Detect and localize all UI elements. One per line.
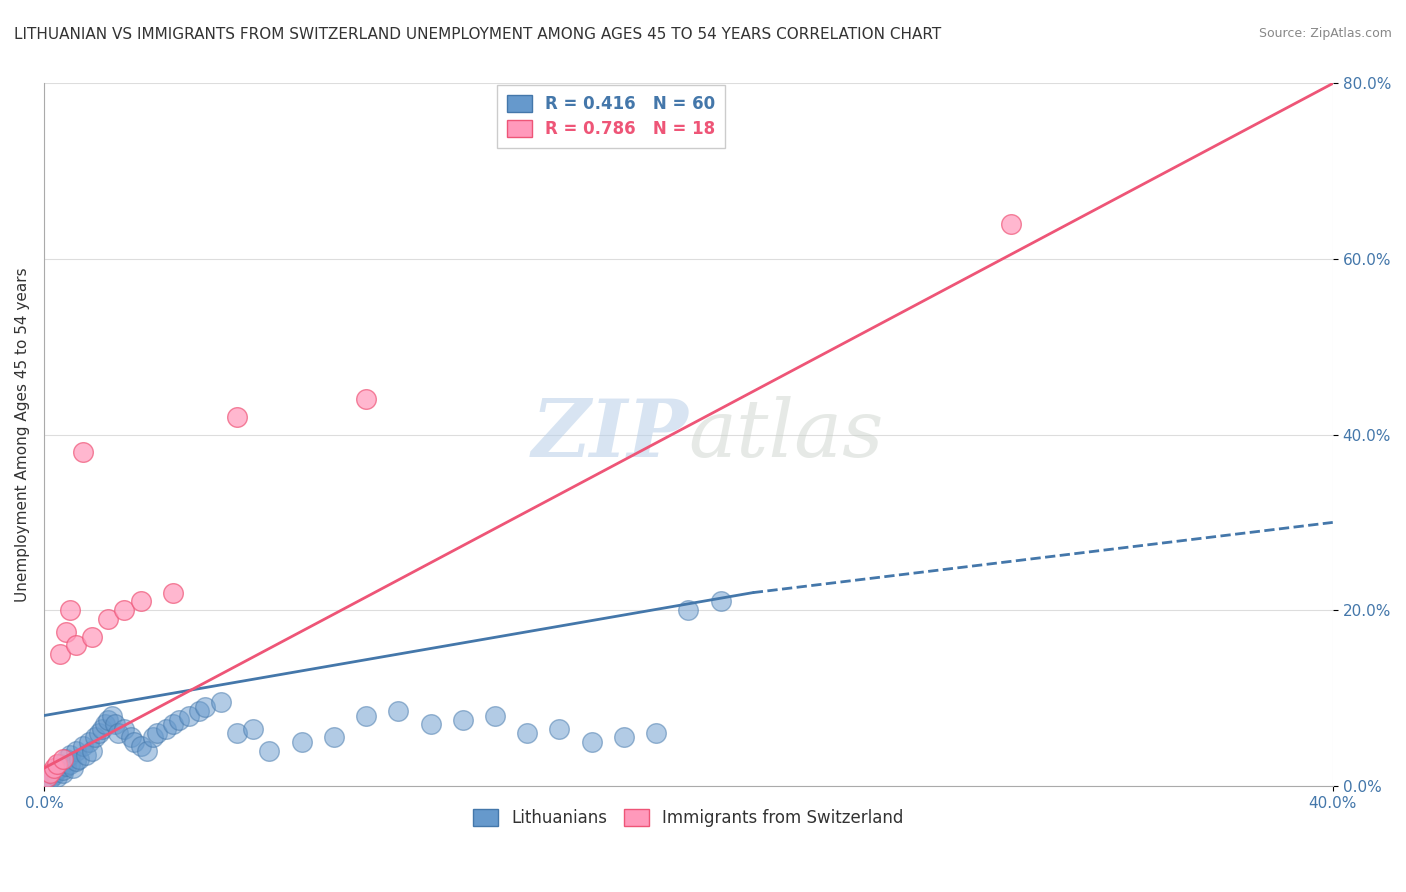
Point: [259, 744, 281, 758]
Point: [122, 735, 145, 749]
Point: [37, 770, 59, 784]
Point: [114, 603, 136, 617]
Point: [194, 699, 217, 714]
Point: [90, 722, 112, 736]
Point: [678, 603, 700, 617]
Point: [75, 747, 97, 762]
Point: [226, 410, 249, 425]
Point: [72, 739, 94, 754]
Point: [548, 722, 571, 736]
Point: [55, 752, 77, 766]
Point: [87, 726, 110, 740]
Point: [129, 594, 152, 608]
Point: [145, 726, 167, 740]
Point: [354, 708, 377, 723]
Point: [155, 722, 177, 736]
Point: [65, 638, 87, 652]
Point: [291, 735, 314, 749]
Point: [322, 731, 344, 745]
Point: [242, 722, 264, 736]
Point: [187, 704, 209, 718]
Point: [82, 744, 104, 758]
Point: [55, 759, 77, 773]
Point: [94, 717, 117, 731]
Point: [42, 761, 65, 775]
Point: [52, 765, 75, 780]
Point: [49, 647, 72, 661]
Point: [354, 392, 377, 407]
Text: ZIP: ZIP: [531, 396, 689, 474]
Point: [387, 704, 409, 718]
Point: [55, 625, 77, 640]
Legend: Lithuanians, Immigrants from Switzerland: Lithuanians, Immigrants from Switzerland: [467, 802, 910, 834]
Point: [613, 731, 636, 745]
Text: Source: ZipAtlas.com: Source: ZipAtlas.com: [1258, 27, 1392, 40]
Point: [84, 731, 107, 745]
Point: [104, 717, 127, 731]
Point: [484, 708, 506, 723]
Point: [136, 744, 159, 758]
Point: [67, 752, 90, 766]
Point: [42, 768, 65, 782]
Point: [52, 763, 75, 777]
Point: [49, 756, 72, 771]
Point: [419, 717, 441, 731]
Point: [162, 585, 184, 599]
Point: [709, 594, 731, 608]
Point: [72, 445, 94, 459]
Point: [77, 735, 100, 749]
Point: [226, 726, 249, 740]
Point: [162, 717, 184, 731]
Point: [129, 739, 152, 754]
Point: [581, 735, 603, 749]
Point: [1000, 217, 1022, 231]
Point: [39, 772, 62, 786]
Point: [142, 731, 165, 745]
Text: atlas: atlas: [689, 396, 884, 474]
Point: [167, 713, 190, 727]
Point: [59, 747, 82, 762]
Point: [52, 752, 75, 766]
Point: [59, 603, 82, 617]
Point: [37, 770, 59, 784]
Point: [97, 612, 120, 626]
Point: [82, 630, 104, 644]
Text: LITHUANIAN VS IMMIGRANTS FROM SWITZERLAND UNEMPLOYMENT AMONG AGES 45 TO 54 YEARS: LITHUANIAN VS IMMIGRANTS FROM SWITZERLAN…: [14, 27, 941, 42]
Point: [45, 756, 67, 771]
Point: [120, 731, 142, 745]
Point: [114, 722, 136, 736]
Point: [65, 744, 87, 758]
Point: [59, 756, 82, 771]
Point: [209, 695, 232, 709]
Point: [62, 761, 84, 775]
Point: [42, 765, 65, 780]
Point: [39, 765, 62, 780]
Point: [645, 726, 668, 740]
Y-axis label: Unemployment Among Ages 45 to 54 years: Unemployment Among Ages 45 to 54 years: [15, 268, 30, 602]
Point: [100, 708, 122, 723]
Point: [45, 770, 67, 784]
Point: [49, 761, 72, 775]
Point: [65, 754, 87, 768]
Point: [177, 708, 200, 723]
Point: [107, 726, 129, 740]
Point: [451, 713, 474, 727]
Point: [97, 713, 120, 727]
Point: [516, 726, 538, 740]
